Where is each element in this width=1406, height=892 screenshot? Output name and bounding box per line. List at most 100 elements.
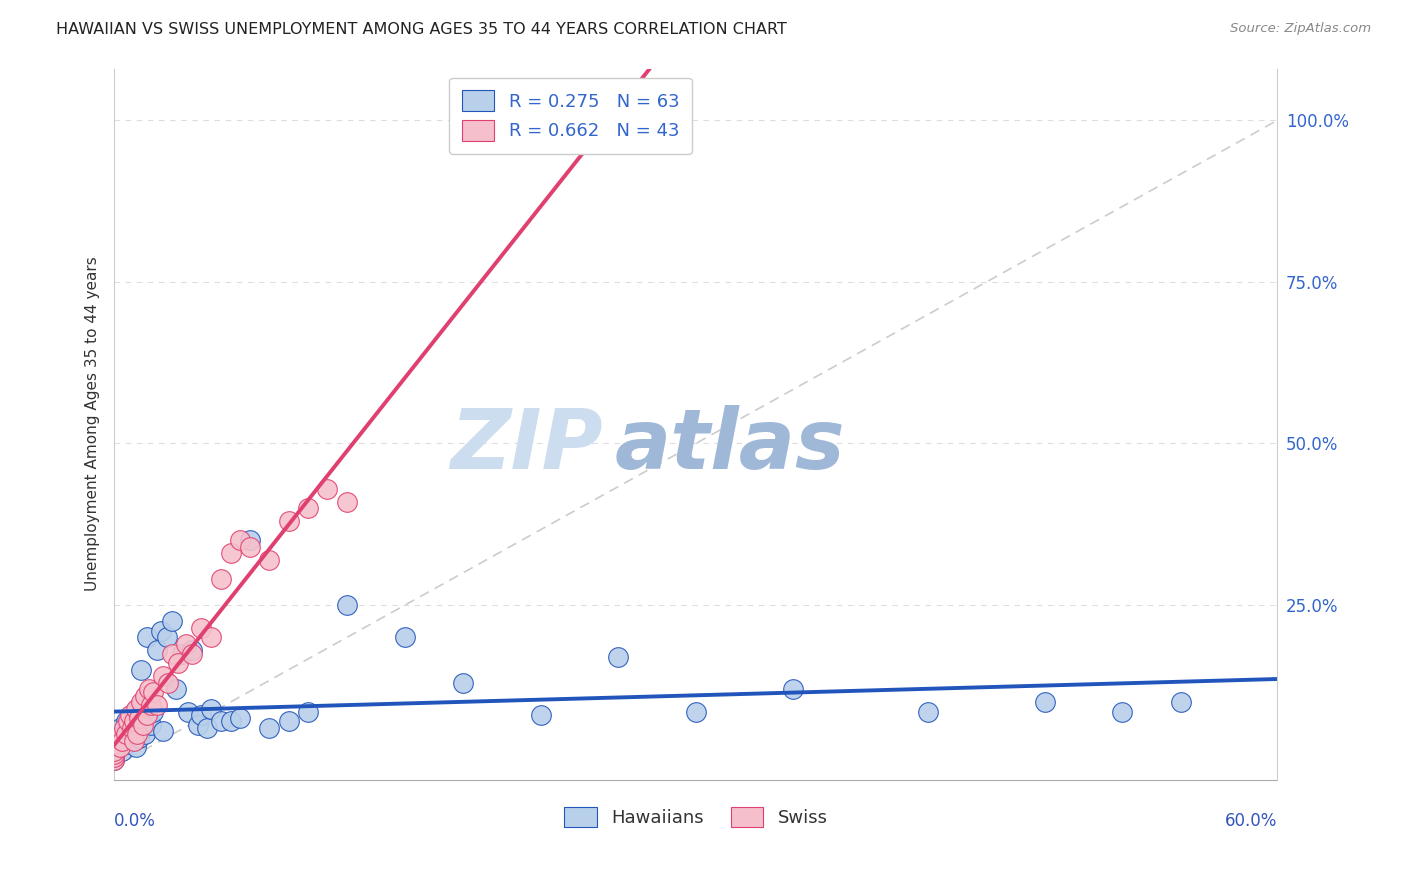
Point bbox=[336, 494, 359, 508]
Point bbox=[190, 708, 212, 723]
Point bbox=[112, 721, 135, 735]
Point bbox=[316, 482, 339, 496]
Point bbox=[219, 546, 242, 560]
Point bbox=[142, 685, 165, 699]
Legend: Hawaiians, Swiss: Hawaiians, Swiss bbox=[557, 799, 835, 835]
Point bbox=[127, 721, 149, 735]
Point bbox=[136, 708, 159, 723]
Point bbox=[195, 721, 218, 735]
Point bbox=[229, 533, 252, 548]
Point bbox=[111, 734, 134, 748]
Point bbox=[139, 717, 162, 731]
Y-axis label: Unemployment Among Ages 35 to 44 years: Unemployment Among Ages 35 to 44 years bbox=[86, 257, 100, 591]
Point bbox=[122, 734, 145, 748]
Point bbox=[138, 682, 160, 697]
Point bbox=[1111, 705, 1133, 719]
Point bbox=[128, 711, 150, 725]
Point bbox=[239, 540, 262, 554]
Point bbox=[108, 734, 131, 748]
Point bbox=[152, 669, 174, 683]
Point bbox=[152, 724, 174, 739]
Point bbox=[297, 501, 319, 516]
Point bbox=[103, 747, 125, 761]
Point bbox=[1033, 695, 1056, 709]
Point bbox=[112, 727, 135, 741]
Text: HAWAIIAN VS SWISS UNEMPLOYMENT AMONG AGES 35 TO 44 YEARS CORRELATION CHART: HAWAIIAN VS SWISS UNEMPLOYMENT AMONG AGE… bbox=[56, 22, 787, 37]
Point bbox=[229, 711, 252, 725]
Point bbox=[114, 714, 136, 729]
Text: Source: ZipAtlas.com: Source: ZipAtlas.com bbox=[1230, 22, 1371, 36]
Point bbox=[167, 657, 190, 671]
Text: 0.0%: 0.0% bbox=[114, 812, 156, 830]
Point bbox=[451, 675, 474, 690]
Point bbox=[138, 714, 160, 729]
Point bbox=[103, 750, 125, 764]
Point bbox=[103, 743, 125, 757]
Point bbox=[259, 721, 281, 735]
Point bbox=[146, 698, 169, 713]
Point bbox=[131, 663, 153, 677]
Point bbox=[117, 731, 139, 745]
Point bbox=[277, 514, 299, 528]
Point bbox=[114, 727, 136, 741]
Point bbox=[146, 643, 169, 657]
Point bbox=[103, 753, 125, 767]
Point bbox=[103, 750, 125, 764]
Point bbox=[917, 705, 939, 719]
Point bbox=[209, 714, 232, 729]
Point bbox=[200, 701, 222, 715]
Point bbox=[114, 737, 136, 751]
Point bbox=[118, 717, 141, 731]
Point bbox=[103, 743, 125, 757]
Point bbox=[122, 724, 145, 739]
Point bbox=[209, 572, 232, 586]
Point bbox=[149, 624, 172, 638]
Point bbox=[200, 631, 222, 645]
Point bbox=[108, 721, 131, 735]
Point bbox=[174, 637, 197, 651]
Point bbox=[103, 753, 125, 767]
Point bbox=[103, 747, 125, 761]
Point bbox=[394, 631, 416, 645]
Point bbox=[103, 731, 125, 745]
Point bbox=[127, 727, 149, 741]
Point bbox=[187, 717, 209, 731]
Point bbox=[122, 711, 145, 725]
Point bbox=[134, 689, 156, 703]
Point bbox=[162, 614, 184, 628]
Point bbox=[139, 698, 162, 713]
Point bbox=[165, 682, 187, 697]
Point bbox=[118, 708, 141, 723]
Point bbox=[136, 631, 159, 645]
Point bbox=[336, 598, 359, 612]
Point bbox=[111, 743, 134, 757]
Point bbox=[132, 717, 155, 731]
Point bbox=[259, 553, 281, 567]
Point bbox=[122, 734, 145, 748]
Point bbox=[239, 533, 262, 548]
Point bbox=[122, 714, 145, 729]
Point bbox=[121, 708, 143, 723]
Point bbox=[607, 649, 630, 664]
Point bbox=[297, 705, 319, 719]
Point bbox=[128, 731, 150, 745]
Point bbox=[1170, 695, 1192, 709]
Point bbox=[134, 727, 156, 741]
Point bbox=[132, 708, 155, 723]
Point bbox=[121, 721, 143, 735]
Text: atlas: atlas bbox=[614, 405, 845, 486]
Point bbox=[685, 705, 707, 719]
Point bbox=[108, 740, 131, 755]
Point bbox=[103, 737, 125, 751]
Point bbox=[177, 705, 200, 719]
Point bbox=[782, 682, 804, 697]
Point bbox=[170, 647, 193, 661]
Point bbox=[180, 643, 202, 657]
Text: ZIP: ZIP bbox=[450, 405, 603, 486]
Point bbox=[155, 631, 177, 645]
Point bbox=[103, 737, 125, 751]
Point bbox=[124, 740, 146, 755]
Point bbox=[277, 714, 299, 729]
Text: 60.0%: 60.0% bbox=[1225, 812, 1278, 830]
Point bbox=[219, 714, 242, 729]
